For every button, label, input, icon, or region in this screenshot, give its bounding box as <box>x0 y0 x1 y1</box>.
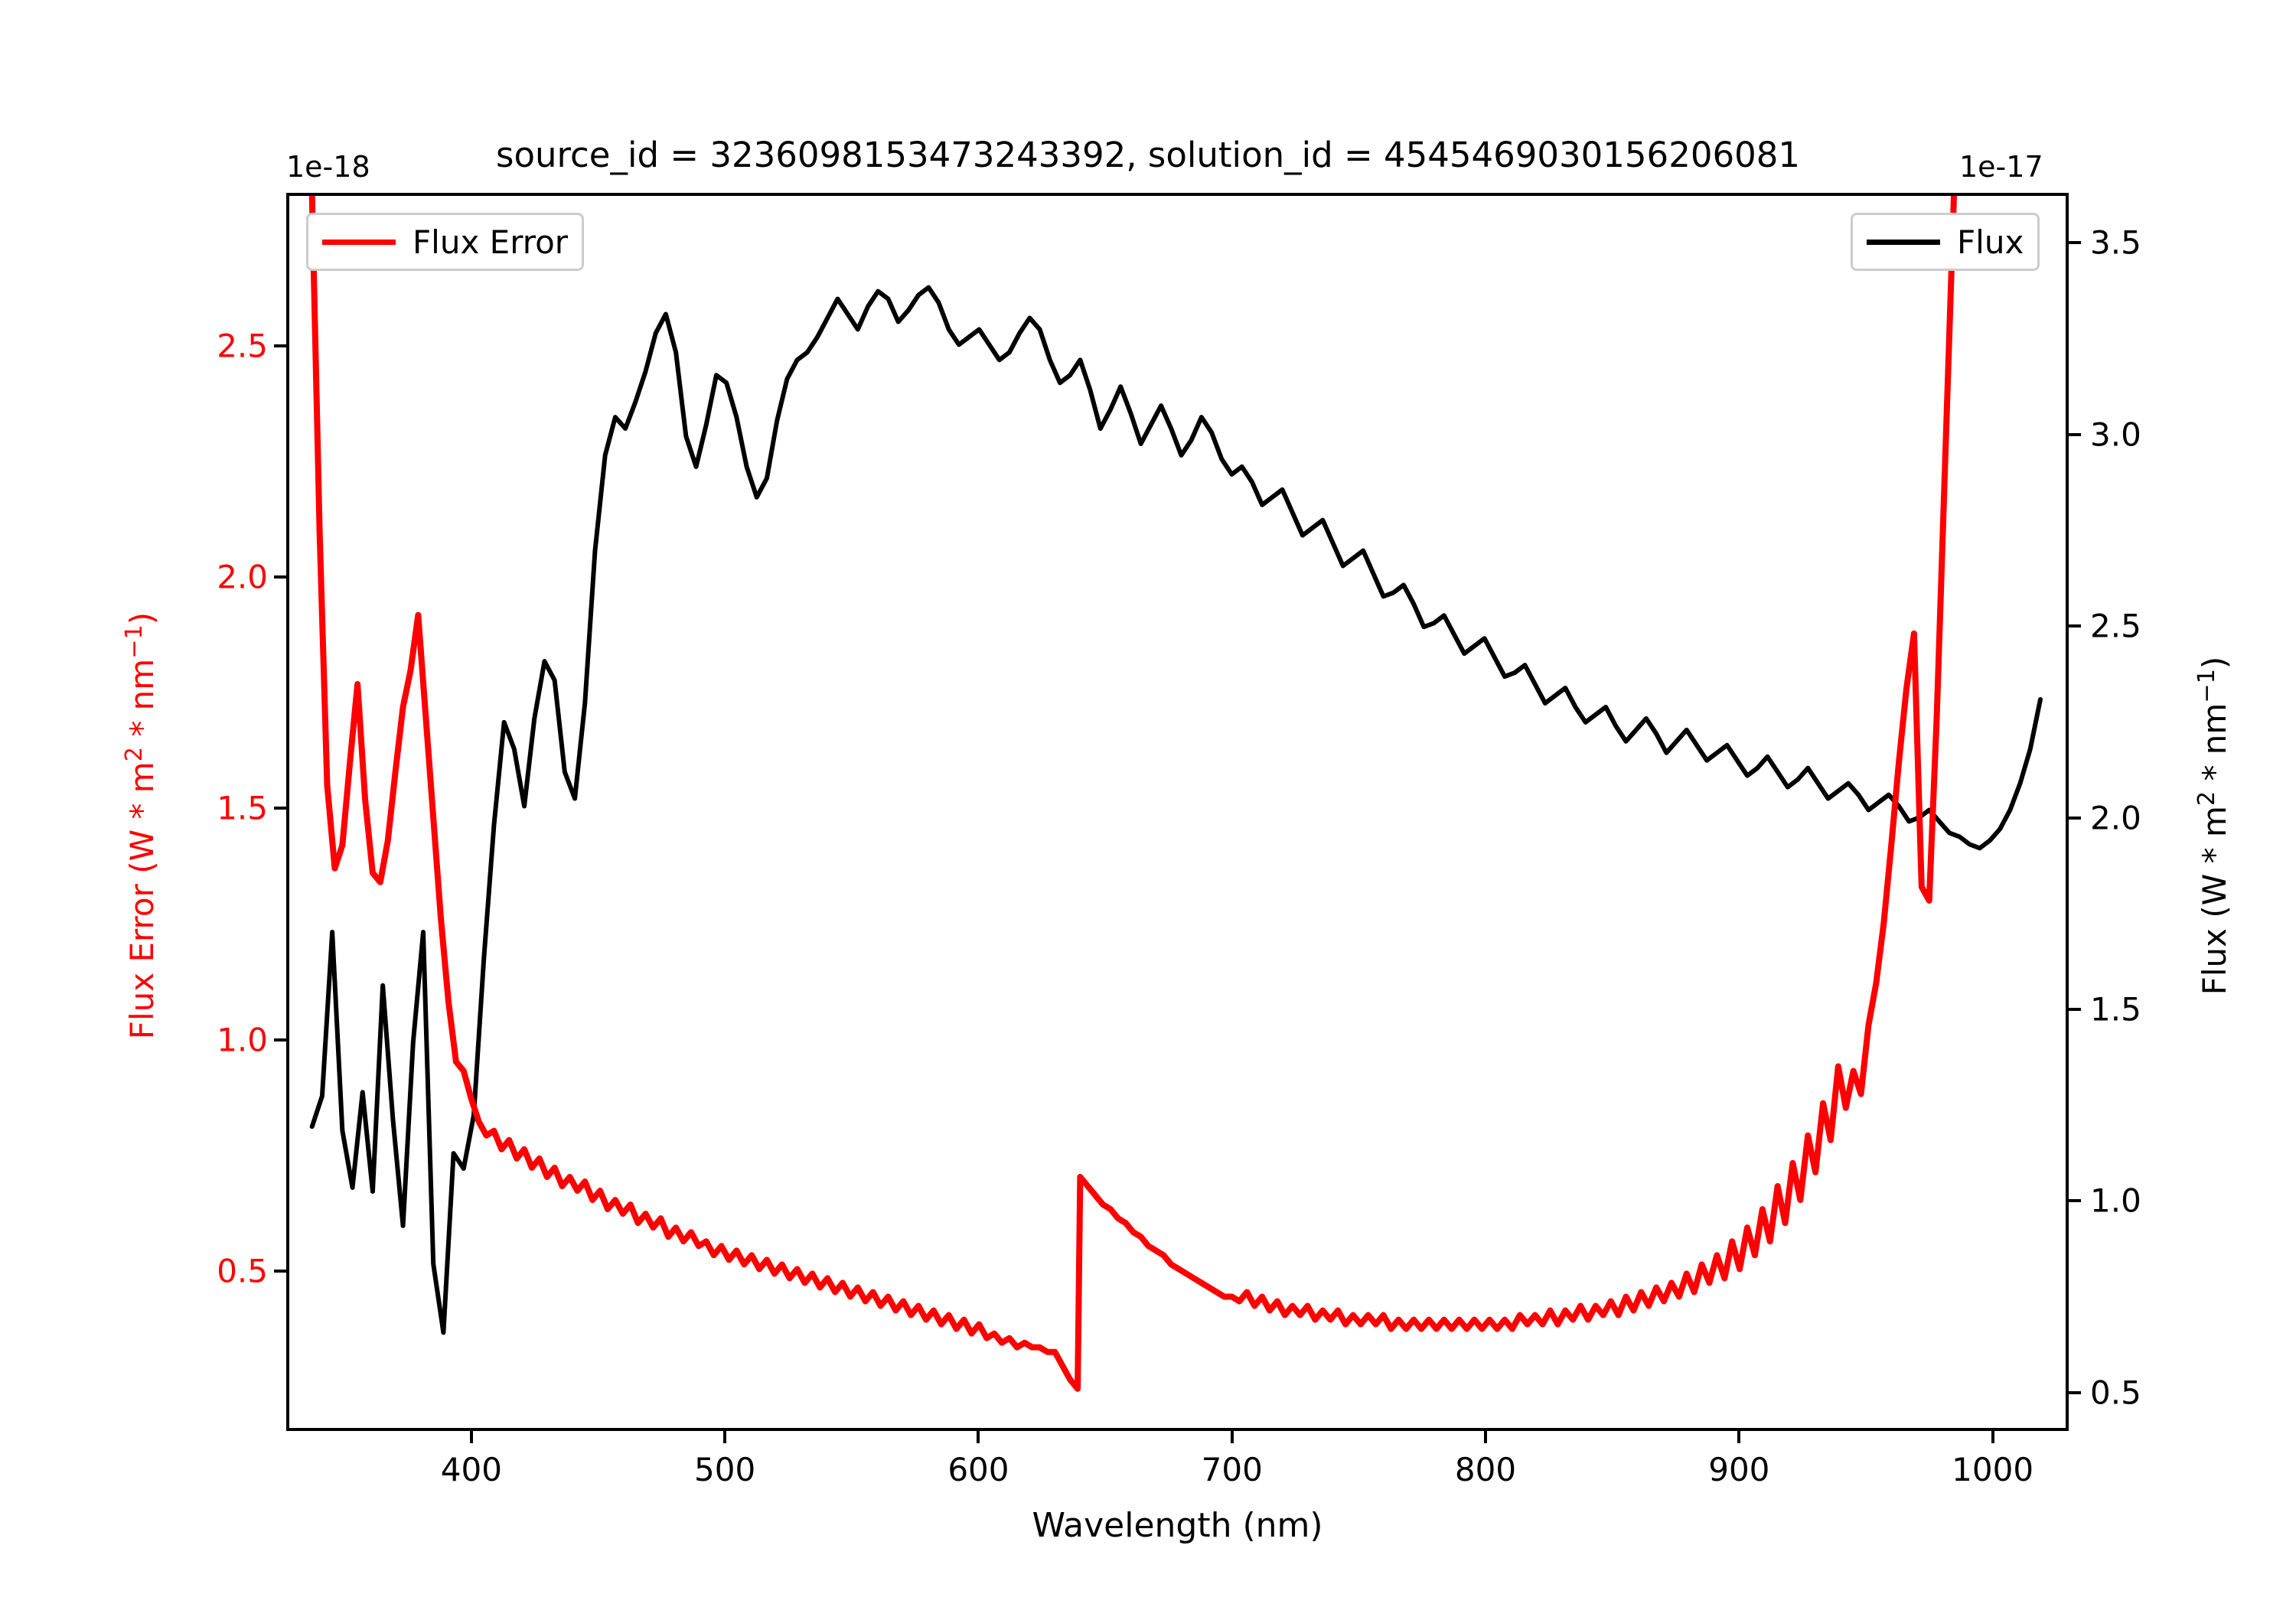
right-y-tick-label: 0.5 <box>2090 1374 2141 1412</box>
left-y-tick-mark <box>274 1270 286 1273</box>
legend-flux[interactable]: Flux <box>1851 213 2040 271</box>
right-y-axis-label-sup2: −1 <box>2193 669 2220 703</box>
x-tick-mark <box>1484 1431 1488 1443</box>
right-y-tick-label: 1.5 <box>2090 990 2141 1028</box>
x-tick-mark <box>1230 1431 1234 1443</box>
left-y-axis-label-prefix: Flux Error (W * m <box>123 761 161 1040</box>
x-tick-mark <box>1991 1431 1994 1443</box>
left-y-axis-label-mid: * nm <box>123 658 161 748</box>
right-y-tick-label: 3.5 <box>2090 223 2141 262</box>
x-tick-label: 1000 <box>1952 1451 2034 1488</box>
left-y-tick-label: 1.5 <box>217 789 268 827</box>
right-y-tick-mark <box>2069 1199 2081 1203</box>
flux-error-line <box>312 196 1990 1389</box>
right-y-axis-label-prefix: Flux (W * m <box>2196 806 2233 996</box>
right-y-axis-label-mid: * nm <box>2196 702 2233 791</box>
right-y-tick-mark <box>2069 241 2081 245</box>
legend-flux-label: Flux <box>1957 223 2024 261</box>
left-y-tick-mark <box>274 1038 286 1041</box>
right-y-axis-label-sup1: 2 <box>2193 790 2220 807</box>
right-y-tick-mark <box>2069 816 2081 820</box>
left-y-tick-label: 2.5 <box>217 327 268 365</box>
x-tick-mark <box>1737 1431 1741 1443</box>
right-y-axis-label-suffix: ) <box>2196 656 2233 670</box>
flux-line <box>312 288 2040 1333</box>
right-y-tick-label: 3.0 <box>2090 416 2141 454</box>
x-tick-label: 400 <box>440 1451 502 1488</box>
right-y-tick-mark <box>2069 1390 2081 1394</box>
left-axis-offset-label: 1e-18 <box>286 150 370 184</box>
right-y-tick-mark <box>2069 1007 2081 1011</box>
legend-flux-error-swatch <box>322 239 396 245</box>
left-y-tick-label: 0.5 <box>217 1252 268 1290</box>
right-y-tick-label: 2.5 <box>2090 607 2141 645</box>
x-tick-label: 700 <box>1201 1451 1263 1488</box>
right-axis-offset-label: 1e-17 <box>1959 150 2043 184</box>
page-title: source_id = 3236098153473243392, solutio… <box>496 135 1800 175</box>
x-tick-mark <box>469 1431 473 1443</box>
x-tick-mark <box>723 1431 727 1443</box>
left-y-tick-mark <box>274 344 286 347</box>
x-tick-mark <box>977 1431 980 1443</box>
x-tick-label: 900 <box>1708 1451 1770 1488</box>
right-y-axis-label: Flux (W * m2 * nm−1) <box>2193 405 2233 1247</box>
left-y-tick-mark <box>274 807 286 810</box>
x-tick-label: 500 <box>694 1451 756 1488</box>
x-axis-label: Wavelength (nm) <box>1032 1506 1323 1545</box>
plot-area <box>286 193 2069 1431</box>
left-y-axis-label: Flux Error (W * m2 * nm−1) <box>121 405 161 1247</box>
left-y-axis-label-sup2: −1 <box>121 624 148 659</box>
left-y-tick-label: 2.0 <box>217 558 268 596</box>
right-y-tick-mark <box>2069 432 2081 436</box>
x-tick-label: 600 <box>947 1451 1009 1488</box>
left-y-tick-label: 1.0 <box>217 1021 268 1059</box>
right-y-tick-mark <box>2069 624 2081 628</box>
left-y-axis-label-sup1: 2 <box>121 747 148 762</box>
legend-flux-error[interactable]: Flux Error <box>306 213 585 271</box>
left-y-axis-label-suffix: ) <box>123 611 161 625</box>
right-y-tick-label: 2.0 <box>2090 799 2141 836</box>
legend-flux-swatch <box>1867 239 1940 245</box>
legend-flux-error-label: Flux Error <box>413 223 569 261</box>
right-y-tick-label: 1.0 <box>2090 1182 2141 1220</box>
left-y-tick-mark <box>274 575 286 579</box>
x-tick-label: 800 <box>1454 1451 1517 1488</box>
plot-svg <box>289 196 2066 1428</box>
